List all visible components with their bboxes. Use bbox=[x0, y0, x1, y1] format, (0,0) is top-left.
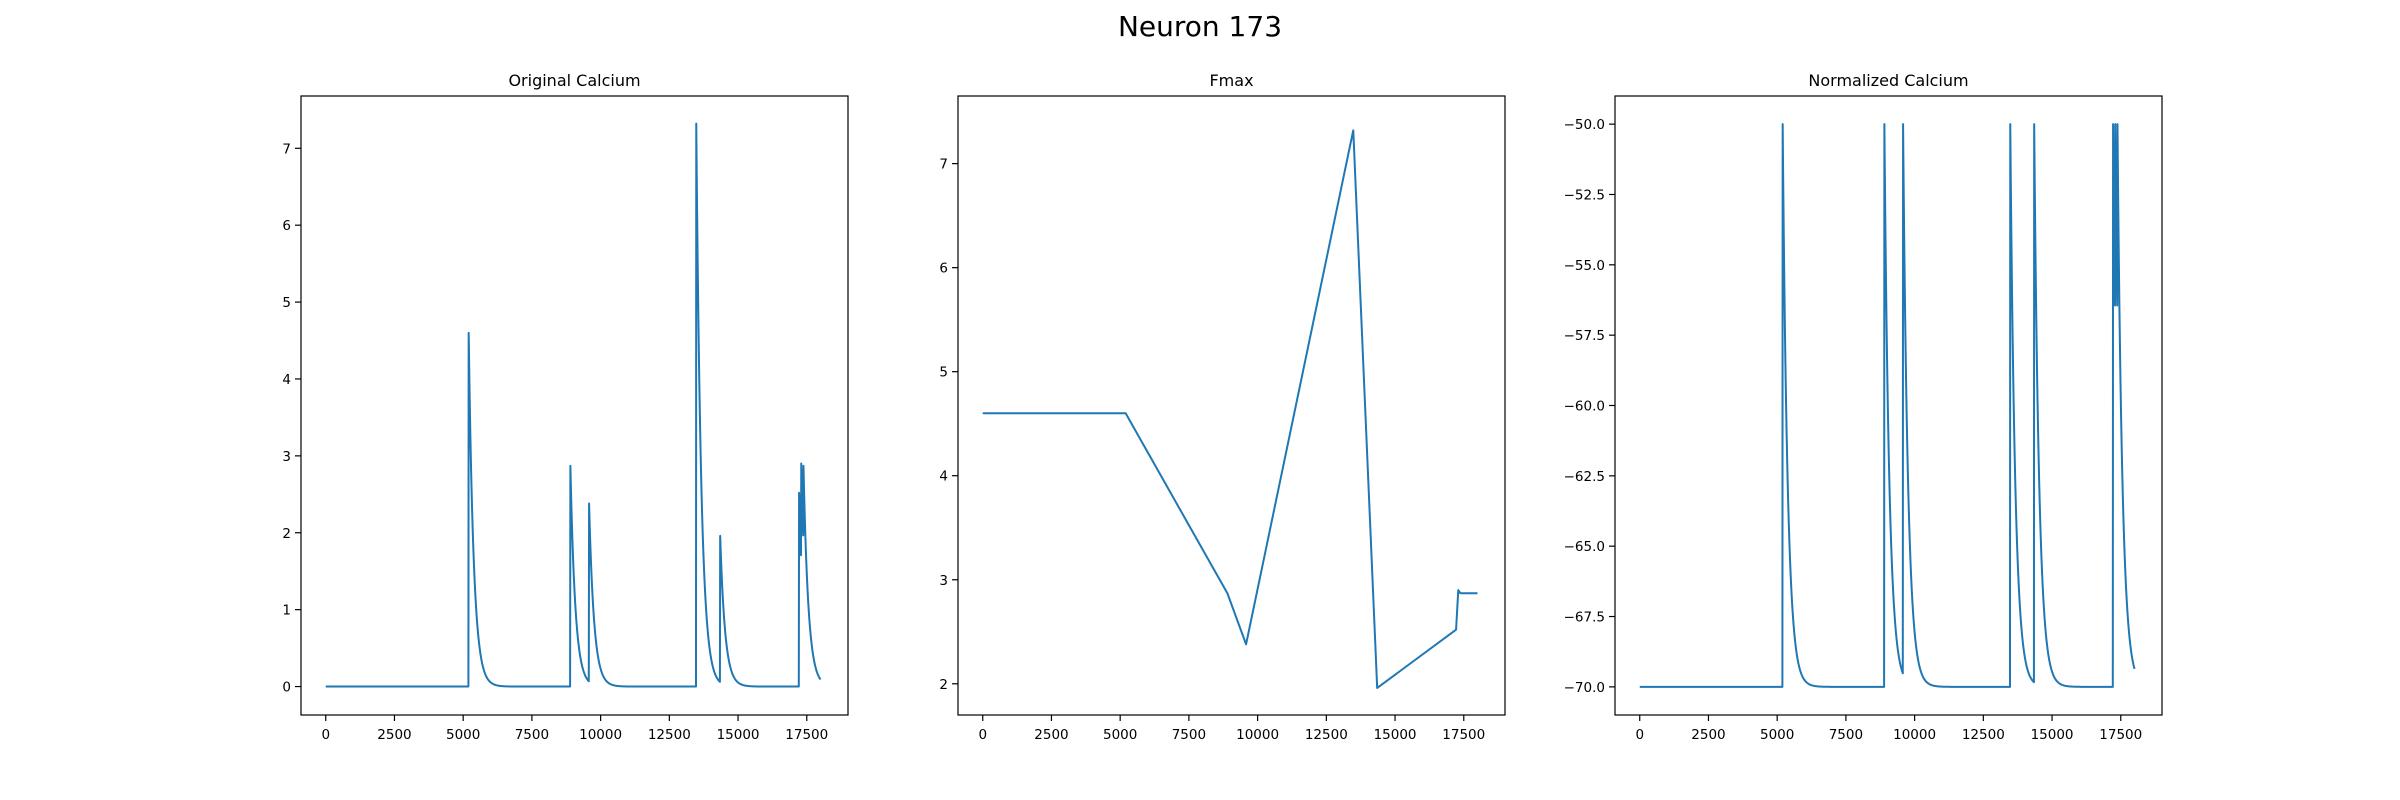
subplot-title: Normalized Calcium bbox=[1808, 71, 1968, 90]
y-tick-label: −57.5 bbox=[1564, 328, 1605, 344]
x-tick-label: 0 bbox=[978, 727, 987, 743]
figure-title: Neuron 173 bbox=[1117, 10, 1283, 43]
y-tick-label: 2 bbox=[282, 526, 291, 542]
x-tick-label: 15000 bbox=[1374, 727, 1417, 743]
x-tick-label: 17500 bbox=[1442, 727, 1485, 743]
y-tick-label: −55.0 bbox=[1564, 258, 1605, 274]
series-line bbox=[325, 122, 822, 688]
x-tick-label: 12500 bbox=[1962, 727, 2005, 743]
x-tick-label: 15000 bbox=[2031, 727, 2074, 743]
x-tick-label: 10000 bbox=[1236, 727, 1279, 743]
series-line bbox=[1639, 123, 2136, 688]
y-tick-label: 7 bbox=[282, 141, 291, 157]
x-tick-label: 2500 bbox=[1691, 727, 1725, 743]
subplot-normalized-calcium: Normalized Calcium 0 2500 5000 7500 10000 125… bbox=[1564, 71, 2163, 743]
y-tick-label: 2 bbox=[939, 677, 948, 693]
subplot-original-calcium: Original Calcium 0 2500 5000 7500 10000 12500… bbox=[282, 71, 849, 743]
subplot-fmax: Fmax 0 2500 5000 7500 10000 12500 15000 17500 2 3… bbox=[939, 71, 1506, 743]
subplot-title: Fmax bbox=[1209, 71, 1253, 90]
series-line bbox=[982, 129, 1478, 689]
x-tick-label: 17500 bbox=[785, 727, 828, 743]
x-tick-label: 7500 bbox=[1829, 727, 1863, 743]
x-tick-label: 12500 bbox=[648, 727, 691, 743]
x-tick-label: 5000 bbox=[1103, 727, 1137, 743]
x-tick-label: 7500 bbox=[1172, 727, 1206, 743]
y-tick-label: −67.5 bbox=[1564, 610, 1605, 626]
x-tick-label: 2500 bbox=[377, 727, 411, 743]
y-tick-label: 6 bbox=[282, 218, 291, 234]
y-tick-label: 3 bbox=[939, 573, 948, 589]
x-tick-label: 15000 bbox=[717, 727, 760, 743]
y-tick-label: −65.0 bbox=[1564, 539, 1605, 555]
x-tick-label: 10000 bbox=[579, 727, 622, 743]
x-tick-label: 0 bbox=[1635, 727, 1644, 743]
x-tick-label: 12500 bbox=[1305, 727, 1348, 743]
y-tick-label: −50.0 bbox=[1564, 117, 1605, 133]
y-tick-label: 3 bbox=[282, 449, 291, 465]
y-tick-label: 6 bbox=[939, 261, 948, 277]
y-tick-label: 0 bbox=[282, 680, 291, 696]
x-tick-label: 7500 bbox=[515, 727, 549, 743]
y-tick-label: −62.5 bbox=[1564, 469, 1605, 485]
x-tick-label: 10000 bbox=[1893, 727, 1936, 743]
y-tick-label: 5 bbox=[282, 295, 291, 311]
y-tick-label: 4 bbox=[939, 469, 948, 485]
x-tick-label: 5000 bbox=[446, 727, 480, 743]
plot-frame bbox=[957, 95, 1506, 716]
x-tick-label: 0 bbox=[321, 727, 330, 743]
y-tick-label: −70.0 bbox=[1564, 680, 1605, 696]
subplot-title: Original Calcium bbox=[508, 71, 640, 90]
x-tick-label: 2500 bbox=[1034, 727, 1068, 743]
y-tick-label: −60.0 bbox=[1564, 399, 1605, 415]
y-tick-label: 4 bbox=[282, 372, 291, 388]
x-tick-label: 17500 bbox=[2099, 727, 2142, 743]
y-tick-label: 7 bbox=[939, 157, 948, 173]
plot-frame bbox=[300, 95, 849, 716]
y-tick-label: 1 bbox=[282, 603, 291, 619]
x-tick-label: 5000 bbox=[1760, 727, 1794, 743]
y-tick-label: 5 bbox=[939, 365, 948, 381]
y-tick-label: −52.5 bbox=[1564, 187, 1605, 203]
